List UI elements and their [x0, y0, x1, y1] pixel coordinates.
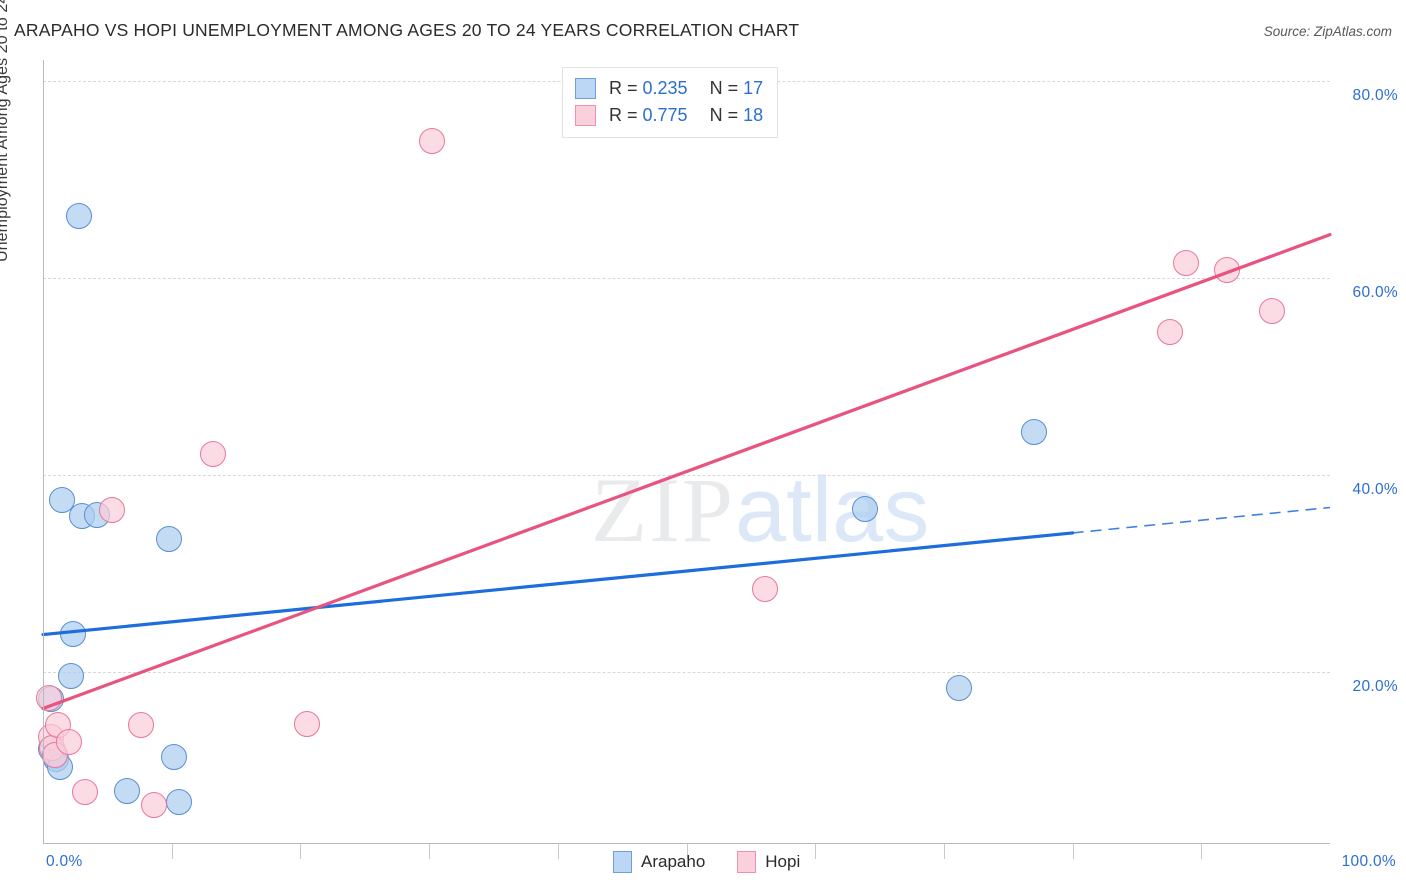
x-axis-tick [815, 843, 817, 859]
scatter-point-hopi[interactable] [72, 779, 99, 806]
scatter-point-arapaho[interactable] [852, 496, 879, 523]
scatter-point-arapaho[interactable] [166, 789, 193, 816]
scatter-point-hopi[interactable] [293, 711, 320, 738]
n-label-hopi: N = [709, 105, 739, 125]
series-label-arapaho: Arapaho [641, 852, 706, 871]
x-axis-tick [686, 843, 688, 859]
scatter-point-hopi[interactable] [1172, 250, 1199, 277]
scatter-point-arapaho[interactable] [1020, 418, 1047, 445]
scatter-point-hopi[interactable] [140, 791, 167, 818]
trendline-hopi [41, 233, 1332, 711]
correlation-legend-row-arapaho: R = 0.235 N = 17 [575, 75, 763, 102]
correlation-legend-row-hopi: R = 0.775 N = 18 [575, 102, 763, 129]
legend-swatch-arapaho [575, 78, 596, 99]
x-axis-tick [171, 843, 173, 859]
scatter-point-arapaho[interactable] [946, 674, 973, 701]
gridline [43, 278, 1330, 279]
x-axis-tick [557, 843, 559, 859]
scatter-point-hopi[interactable] [199, 441, 226, 468]
r-value-hopi: 0.775 [642, 105, 688, 125]
y-axis-tick-label: 20.0% [1352, 678, 1398, 695]
series-swatch-arapaho [613, 851, 632, 873]
scatter-point-arapaho[interactable] [66, 202, 93, 229]
x-axis-tick [943, 843, 945, 859]
gridline [43, 672, 1330, 673]
x-axis-label-min: 0.0% [46, 853, 83, 870]
series-legend-item-arapaho[interactable]: Arapaho [613, 851, 705, 873]
scatter-point-hopi[interactable] [127, 712, 154, 739]
scatter-point-hopi[interactable] [1157, 319, 1184, 346]
source-attribution: Source: ZipAtlas.com [1263, 24, 1392, 39]
scatter-point-arapaho[interactable] [156, 526, 183, 553]
n-value-hopi: 18 [743, 105, 764, 125]
r-value-arapaho: 0.235 [642, 78, 688, 98]
trendline-projection-arapaho [1072, 506, 1331, 534]
scatter-point-hopi[interactable] [418, 128, 445, 155]
x-axis-label-max: 100.0% [1341, 853, 1396, 870]
scatter-point-hopi[interactable] [55, 728, 82, 755]
n-label-arapaho: N = [709, 78, 739, 98]
x-axis-tick [429, 843, 431, 859]
scatter-point-arapaho[interactable] [113, 778, 140, 805]
r-label-arapaho: R = [609, 78, 638, 98]
x-axis-tick [300, 843, 302, 859]
scatter-point-arapaho[interactable] [58, 662, 85, 689]
x-axis-tick [1201, 843, 1203, 859]
y-axis-line [43, 60, 44, 843]
n-value-arapaho: 17 [743, 78, 764, 98]
y-axis-tick-label: 60.0% [1352, 284, 1398, 301]
page-title: ARAPAHO VS HOPI UNEMPLOYMENT AMONG AGES … [14, 20, 800, 40]
series-legend: Arapaho Hopi [613, 851, 832, 873]
r-label-hopi: R = [609, 105, 638, 125]
scatter-point-hopi[interactable] [1259, 297, 1286, 324]
correlation-legend: R = 0.235 N = 17 R = 0.775 N = 18 [562, 67, 779, 138]
trendline-arapaho [41, 531, 1075, 637]
legend-swatch-hopi [575, 105, 596, 126]
series-swatch-hopi [737, 851, 757, 873]
series-label-hopi: Hopi [765, 852, 801, 871]
x-axis-tick [1072, 843, 1074, 859]
scatter-point-arapaho[interactable] [161, 743, 188, 770]
scatter-point-hopi[interactable] [752, 576, 778, 603]
scatter-point-hopi[interactable] [99, 497, 126, 524]
y-axis-tick-label: 40.0% [1352, 481, 1398, 498]
gridline [43, 475, 1330, 476]
y-axis-tick-label: 80.0% [1352, 87, 1398, 104]
series-legend-item-hopi[interactable]: Hopi [737, 851, 800, 873]
